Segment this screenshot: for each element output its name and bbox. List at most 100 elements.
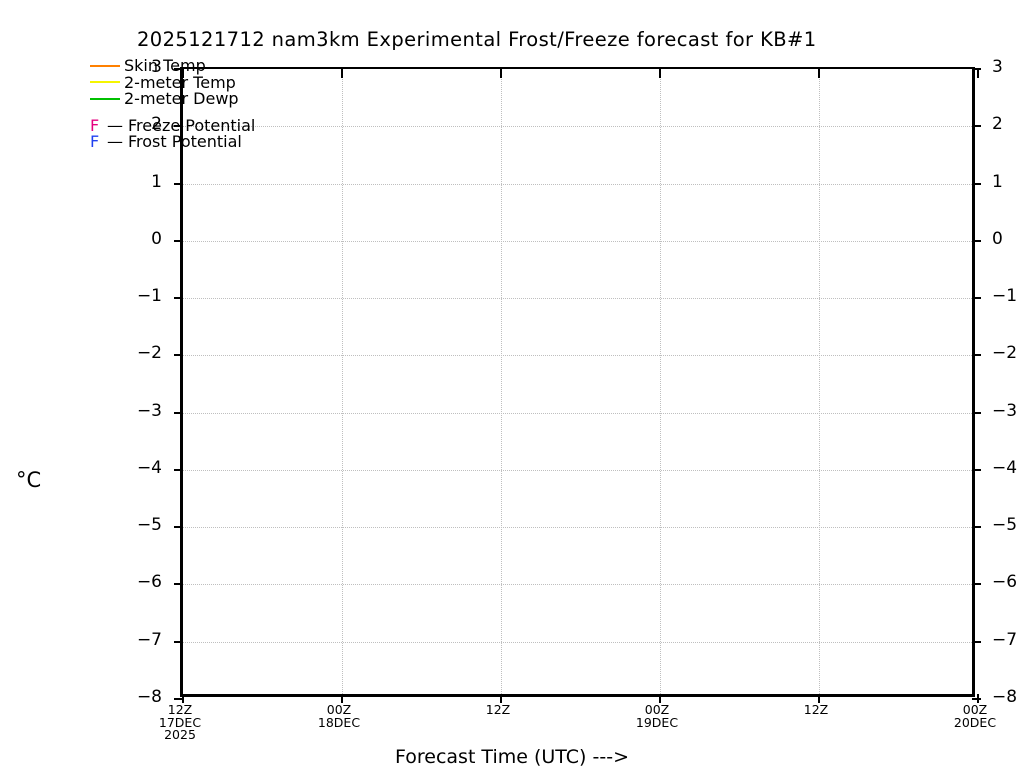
legend-marker-frost-potential: F: [90, 132, 100, 151]
y-tick-right: [972, 411, 981, 414]
x-tick-label: 00Z 19DEC: [597, 702, 717, 729]
x-tick-label-time: 00Z: [326, 702, 352, 717]
y-tick-label-left: −4: [136, 457, 162, 478]
y-tick-label-left: −1: [136, 286, 162, 307]
x-tick-top: [659, 69, 661, 78]
legend-item-freeze-potential: F — Freeze Potential: [90, 115, 256, 135]
x-tick-bottom: [818, 694, 820, 703]
y-tick-left: [174, 68, 183, 70]
y-tick-right: [972, 68, 981, 70]
x-tick-label: 00Z 20DEC: [915, 702, 1024, 730]
legend-marker-freeze-potential: F: [90, 115, 100, 135]
vertical-gridline: [660, 69, 661, 694]
horizontal-gridline: [183, 355, 972, 357]
y-tick-right: [972, 182, 981, 185]
y-tick-label-left: −8: [136, 687, 162, 707]
y-tick-label-right: −8: [992, 687, 1018, 707]
y-tick-left: [174, 297, 183, 300]
y-tick-label-right: 3: [992, 57, 1003, 77]
legend-item-2m-dewp: 2-meter Dewp: [90, 89, 255, 108]
y-tick-left: [174, 182, 183, 185]
y-axis-title: °C: [16, 468, 42, 492]
y-tick-left: [174, 354, 183, 357]
x-tick-label: 00Z 18DEC: [279, 702, 399, 730]
horizontal-gridline: [183, 469, 972, 471]
x-axis-title: Forecast Time (UTC) --->: [395, 746, 629, 768]
y-tick-left: [174, 468, 183, 471]
legend-label-skin-temp: Skin Temp: [124, 56, 206, 75]
x-tick-bottom: [341, 694, 343, 703]
y-tick-label-right: −6: [992, 572, 1018, 593]
y-tick-right: [972, 354, 981, 357]
x-tick-top: [182, 69, 184, 78]
y-tick-label-right: 1: [992, 171, 1003, 192]
y-tick-label-left: 0: [151, 228, 162, 249]
y-tick-label-left: −7: [136, 629, 162, 650]
vertical-gridline: [342, 69, 343, 694]
plot-area: [174, 67, 981, 703]
y-tick-right: [972, 698, 981, 700]
y-tick-label-left: −3: [136, 400, 162, 421]
y-tick-left: [174, 698, 183, 700]
horizontal-gridline: [183, 412, 972, 414]
x-tick-label-time: 12Z: [803, 702, 829, 717]
y-tick-right: [972, 297, 981, 300]
gridlines: [183, 69, 972, 694]
x-tick-label-time: 00Z: [644, 702, 670, 717]
y-tick-label-right: −1: [992, 286, 1018, 307]
x-tick-label: 12Z: [756, 702, 876, 717]
legend-dash-freeze-potential: —: [107, 115, 123, 135]
y-tick-left: [174, 411, 183, 414]
x-tick-label-time: 12Z: [167, 702, 193, 717]
x-tick-bottom: [182, 694, 184, 703]
y-tick-right: [972, 239, 981, 242]
x-tick-label: 12Z: [438, 702, 558, 717]
x-tick-top: [818, 69, 820, 78]
horizontal-gridline: [183, 126, 972, 128]
x-tick-top: [500, 69, 502, 78]
legend-item-skin-temp: Skin Temp: [90, 56, 255, 75]
y-tick-left: [174, 239, 183, 242]
y-tick-label-right: −4: [992, 457, 1018, 478]
y-tick-label-right: −7: [992, 629, 1018, 650]
y-tick-label-right: 0: [992, 228, 1003, 249]
x-tick-label: 12Z 17DEC 2025: [120, 702, 240, 742]
y-tick-right: [972, 468, 981, 471]
y-tick-label-left: 1: [151, 171, 162, 192]
y-tick-label-right: −2: [992, 343, 1018, 364]
horizontal-gridline: [183, 584, 972, 586]
x-tick-label-date: 17DEC: [158, 714, 202, 730]
legend-line-swatch-skin-temp: [90, 64, 120, 67]
legend-label-freeze-potential: Freeze Potential: [128, 115, 256, 135]
y-tick-label-right: −3: [992, 400, 1018, 421]
horizontal-gridline: [183, 641, 972, 643]
x-tick-bottom: [500, 694, 502, 703]
y-tick-left: [174, 583, 183, 586]
y-tick-right: [972, 583, 981, 586]
legend-label-2m-dewp: 2-meter Dewp: [124, 89, 239, 108]
x-tick-bottom: [659, 694, 661, 703]
y-tick-left: [174, 125, 183, 128]
y-tick-label-left: 2: [151, 114, 162, 135]
x-tick-label-time: 00Z: [962, 702, 988, 717]
legend-line-swatch-2m-dewp: [90, 97, 120, 100]
x-tick-label-year: 2025: [164, 727, 196, 742]
vertical-gridline: [819, 69, 820, 694]
x-tick-label-date: 18DEC: [317, 714, 361, 730]
legend-line-swatch-2m-temp: [90, 81, 120, 83]
y-tick-right: [972, 125, 981, 128]
y-tick-label-right: −5: [992, 515, 1018, 536]
y-tick-right: [972, 640, 981, 643]
x-tick-label-date: 20DEC: [953, 714, 997, 730]
legend-item-frost-potential: F — Frost Potential: [90, 132, 255, 151]
legend-item-2m-temp: 2-meter Temp: [90, 74, 255, 92]
horizontal-gridline: [183, 527, 972, 529]
y-tick-left: [174, 640, 183, 643]
x-tick-bottom: [977, 694, 979, 703]
y-tick-label-left: −5: [136, 515, 162, 536]
y-tick-label-left: 3: [151, 57, 162, 77]
x-tick-label-time: 12Z: [485, 702, 511, 717]
chart-legend: Skin Temp 2-meter Temp 2-meter Dewp F — Fr…: [90, 56, 256, 151]
x-tick-top: [977, 69, 979, 78]
horizontal-gridline: [183, 240, 972, 242]
